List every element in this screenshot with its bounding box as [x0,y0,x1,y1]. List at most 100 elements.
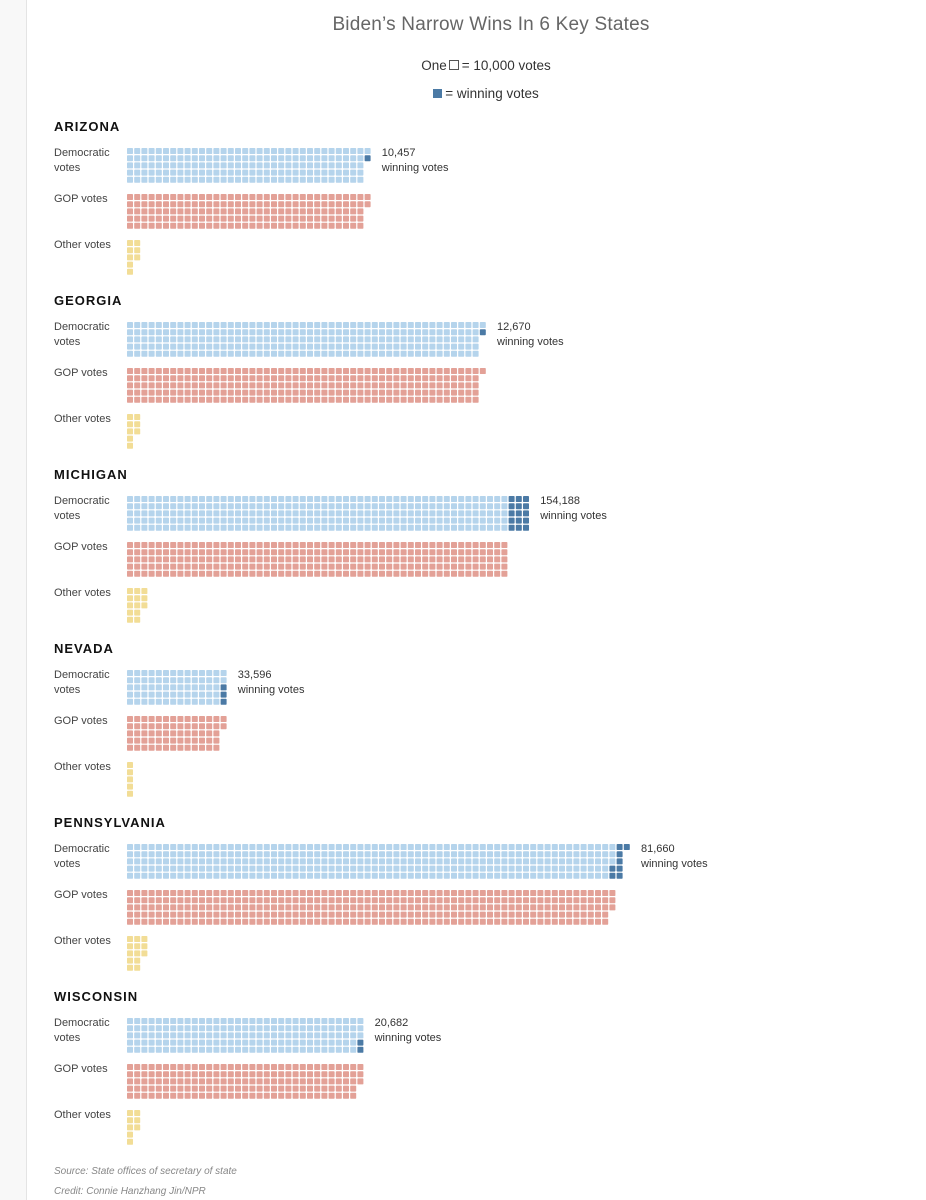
gop-votes-square [148,890,155,896]
dem-votes-square [141,510,148,517]
dem-votes-square [191,329,198,336]
dem-votes-square [443,343,450,350]
dem-votes-square [386,329,393,336]
dem-votes-square [321,329,328,336]
gop-votes-square [177,1092,184,1099]
gop-votes-square [299,570,306,577]
dem-votes-square [278,148,285,154]
dem-votes-square [400,343,407,350]
gop-votes-square [465,918,472,925]
dem-votes-square [177,329,184,336]
dem-votes-square [523,844,529,850]
state-name: PENNSYLVANIA [54,815,166,830]
gop-votes-square [343,389,349,396]
dem-votes-label: Democratic votes [54,669,110,696]
gop-votes-square [465,549,472,556]
gop-votes-square [191,570,198,577]
dem-votes-square [458,503,465,510]
gop-votes-square [307,1064,313,1070]
dem-votes-square [343,524,349,531]
gop-votes-square [429,570,436,577]
dem-votes-square [335,865,342,872]
dem-votes-square [191,844,198,850]
dem-votes-square [321,844,328,850]
gop-votes-square [263,1078,270,1085]
winning-vote-square [515,496,522,502]
dem-votes-square [487,510,493,517]
winning-vote-square [616,872,623,879]
gop-votes-square [127,549,133,556]
gop-votes-square [177,1071,184,1078]
gop-votes-square [357,556,364,563]
gop-votes-square [314,368,321,374]
dem-votes-square [249,350,256,357]
gop-votes-square [371,396,378,403]
gop-votes-square [206,904,213,911]
gop-votes-square [191,744,198,751]
gop-votes-square [314,1092,321,1099]
winning-votes-value: 20,682 [374,1017,409,1029]
gop-votes-square [472,897,479,904]
dem-votes-square [148,872,155,879]
dem-votes-square [256,1046,263,1053]
winning-vote-square [515,503,522,510]
dem-votes-square [271,510,277,517]
gop-votes-square [350,911,357,918]
dem-votes-square [364,336,371,343]
gop-votes-square [400,542,407,548]
gop-votes-square [141,1092,148,1099]
dem-votes-square [249,176,256,183]
winning-legend: = winning votes [26,86,926,101]
gop-votes-square [271,904,277,911]
gop-votes-square [163,911,169,918]
gop-votes-square [141,744,148,751]
other-votes-square [134,964,141,971]
dem-votes-square [429,322,436,328]
gop-votes-square [321,382,328,389]
gop-votes-square [227,918,234,925]
dem-votes-square [285,524,292,531]
dem-votes-square [364,343,371,350]
other-votes-square [134,602,141,609]
dem-votes-square [357,350,364,357]
dem-votes-square [220,1025,227,1032]
gop-votes-square [587,911,594,918]
dem-votes-square [148,176,155,183]
gop-votes-square [472,396,479,403]
dem-votes-square [127,684,133,691]
gop-votes-square [155,396,162,403]
gop-votes-square [177,737,184,744]
dem-votes-square [242,1025,249,1032]
gop-votes-square [127,396,133,403]
gop-votes-square [184,730,191,737]
gop-votes-square [220,396,227,403]
dem-votes-square [494,524,501,531]
dem-votes-square [314,1046,321,1053]
gop-votes-square [393,549,400,556]
other-votes-square [134,609,141,616]
gop-votes-square [134,396,141,403]
gop-votes-square [235,1092,241,1099]
dem-votes-square [155,329,162,336]
dem-votes-square [148,858,155,865]
dem-votes-square [206,1046,213,1053]
dem-votes-square [328,148,335,154]
gop-votes-square [487,549,493,556]
gop-votes-square [379,890,385,896]
gop-votes-square [364,382,371,389]
gop-votes-square [335,215,342,222]
dem-votes-square [487,517,493,524]
gop-votes-square [479,563,486,570]
gop-votes-square [415,368,421,374]
gop-votes-square [465,542,472,548]
dem-votes-square [191,162,198,169]
gop-votes-square [429,918,436,925]
dem-votes-square [314,865,321,872]
other-votes-square [141,943,148,950]
dem-votes-square [155,698,162,705]
dem-votes-square [155,858,162,865]
gop-votes-square [134,904,141,911]
gop-votes-square [199,396,205,403]
gop-votes-square [343,918,349,925]
dem-votes-square [134,1046,141,1053]
